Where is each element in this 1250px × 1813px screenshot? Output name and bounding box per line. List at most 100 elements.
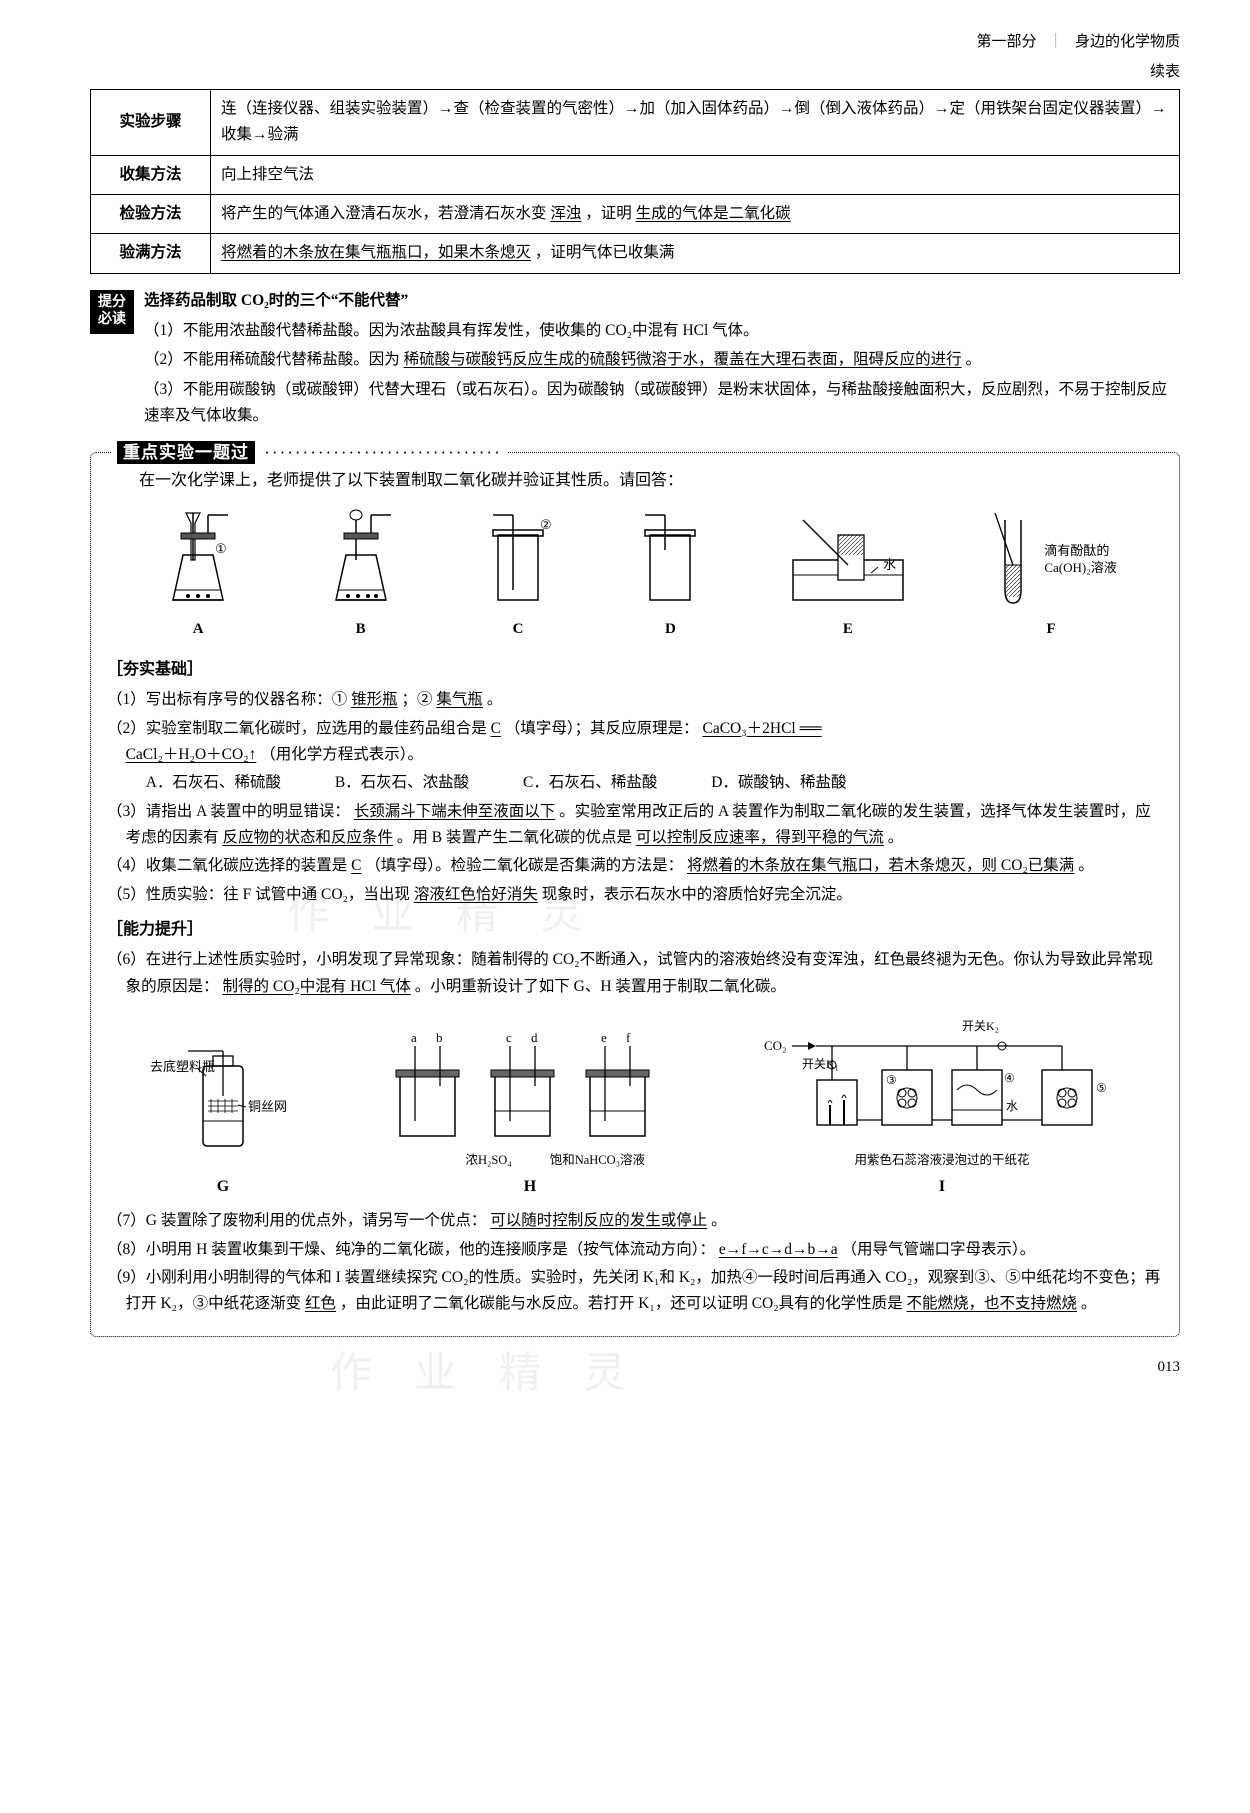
tip-item: （1）不能用浓盐酸代替稀盐酸。因为浓盐酸具有挥发性，使收集的 CO₂中混有 HC… — [144, 318, 1180, 344]
blank-answer: CaCl₂＋H₂O＋CO₂↑ — [126, 746, 257, 763]
tip-item: （2）不能用稀硫酸代替稀盐酸。因为 稀硫酸与碳酸钙反应生成的硫酸钙微溶于水，覆盖… — [144, 347, 1180, 373]
header-sep: ｜ — [1048, 34, 1063, 50]
apparatus-a: ① A — [153, 505, 243, 643]
section-title: 重点实验一题过 — [111, 439, 508, 468]
bottle-mesh-icon: 去底塑料瓶 铜丝网 — [148, 1041, 298, 1171]
row-header: 收集方法 — [91, 155, 211, 194]
svg-text:d: d — [531, 1030, 538, 1045]
i-note: 用紫色石蕊溶液浸泡过的干纸花 — [854, 1150, 1029, 1171]
blank-answer: 集气瓶 — [436, 691, 483, 708]
table-continued: 续表 — [90, 60, 1180, 86]
h-label-1: 浓H₂SO₄ — [465, 1150, 511, 1171]
blank-answer: 反应物的状态和反应条件 — [222, 829, 393, 846]
tip-block: 提分 必读 选择药品制取 CO₂时的三个“不能代替” （1）不能用浓盐酸代替稀盐… — [90, 288, 1180, 433]
table-row: 验满方法 将燃着的木条放在集气瓶瓶口，如果木条熄灭 ，证明气体已收集满 — [91, 234, 1180, 273]
question-4: （4）收集二氧化碳应选择的装置是 C （填字母）。检验二氧化碳是否集满的方法是：… — [126, 853, 1163, 879]
blank-answer: 长颈漏斗下端未伸至液面以下 — [354, 803, 556, 820]
svg-text:水: 水 — [883, 557, 896, 572]
blank-answer: 可以随时控制反应的发生或停止 — [490, 1212, 707, 1229]
question-3: （3）请指出 A 装置中的明显错误： 长颈漏斗下端未伸至液面以下 。实验室常用改… — [126, 799, 1163, 852]
svg-text:c: c — [506, 1030, 512, 1045]
drying-train-icon: a b c d e f — [380, 1026, 680, 1156]
svg-text:去底塑料瓶: 去底塑料瓶 — [150, 1059, 215, 1074]
row-header: 实验步骤 — [91, 90, 211, 156]
f-note: 滴有酚酞的 Ca(OH)₂溶液 — [1044, 543, 1116, 577]
subsection-advanced: ［能力提升］ — [107, 916, 1163, 943]
apparatus-g: 去底塑料瓶 铜丝网 G — [148, 1041, 298, 1200]
option-b: B．石灰石、浓盐酸 — [335, 770, 469, 796]
svg-text:①: ① — [215, 541, 227, 556]
apparatus-i: CO₂ 开关K₁ 开关K₂ — [762, 1010, 1122, 1200]
row-content: 向上排空气法 — [211, 155, 1180, 194]
tip-item: （3）不能用碳酸钠（或碳酸钾）代替大理石（或石灰石）。因为碳酸钠（或碳酸钾）是粉… — [144, 377, 1180, 430]
topic-label: 身边的化学物质 — [1075, 34, 1180, 50]
blank-answer: 可以控制反应速率，得到平稳的气流 — [636, 829, 884, 846]
blank-answer: 不能燃烧，也不支持燃烧 — [907, 1295, 1078, 1312]
table-row: 收集方法 向上排空气法 — [91, 155, 1180, 194]
h-label-2: 饱和NaHCO₃溶液 — [550, 1150, 645, 1171]
apparatus-f: 滴有酚酞的 Ca(OH)₂溶液 F — [985, 505, 1116, 643]
svg-text:开关K₂: 开关K₂ — [962, 1019, 999, 1033]
blank-answer: 将燃着的木条放在集气瓶口，若木条熄灭，则 CO₂已集满 — [687, 857, 1074, 874]
question-7: （7）G 装置除了废物利用的优点外，请另写一个优点： 可以随时控制反应的发生或停… — [126, 1208, 1163, 1234]
flask-funnel-icon: ① — [153, 505, 243, 615]
option-a: A．石灰石、稀硫酸 — [146, 770, 281, 796]
flask-dropper-icon — [316, 505, 406, 615]
experiment-table: 实验步骤 连（连接仪器、组装实验装置）→查（检查装置的气密性）→加（加入固体药品… — [90, 89, 1180, 274]
tip-body: 选择药品制取 CO₂时的三个“不能代替” （1）不能用浓盐酸代替稀盐酸。因为浓盐… — [144, 288, 1180, 433]
table-row: 实验步骤 连（连接仪器、组装实验装置）→查（检查装置的气密性）→加（加入固体药品… — [91, 90, 1180, 156]
apparatus-d: D — [630, 505, 710, 643]
question-9: （9）小刚利用小明制得的气体和 I 装置继续探究 CO₂的性质。实验时，先关闭 … — [126, 1265, 1163, 1318]
blank-answer: 将燃着的木条放在集气瓶瓶口，如果木条熄灭 — [221, 244, 531, 261]
blank-answer: 浑浊 — [550, 205, 581, 222]
question-1: （1）写出标有序号的仪器名称：① 锥形瓶 ；② 集气瓶 。 — [126, 687, 1163, 713]
tip-title: 选择药品制取 CO₂时的三个“不能代替” — [144, 288, 1180, 314]
exercise-section: 重点实验一题过 在一次化学课上，老师提供了以下装置制取二氧化碳并验证其性质。请回… — [90, 452, 1180, 1336]
row-header: 检验方法 — [91, 195, 211, 234]
svg-text:③: ③ — [886, 1073, 897, 1087]
question-6: （6）在进行上述性质实验时，小明发现了异常现象：随着制得的 CO₂不断通入，试管… — [126, 947, 1163, 1000]
page-header: 第一部分 ｜ 身边的化学物质 — [90, 30, 1180, 56]
intro-text: 在一次化学课上，老师提供了以下装置制取二氧化碳并验证其性质。请回答： — [107, 467, 1163, 494]
blank-answer: 锥形瓶 — [351, 691, 398, 708]
blank-answer: 红色 — [305, 1295, 336, 1312]
svg-text:a: a — [411, 1030, 417, 1045]
apparatus-c: ② C — [478, 505, 558, 643]
apparatus-row-2: 去底塑料瓶 铜丝网 G a b c d — [107, 1010, 1163, 1200]
gas-jar-icon: ② — [478, 505, 558, 615]
water-trough-icon: 水 — [783, 505, 913, 615]
svg-text:②: ② — [540, 517, 552, 532]
apparatus-b: B — [316, 505, 406, 643]
test-tube-icon — [985, 505, 1040, 615]
row-content: 将产生的气体通入澄清石灰水，若澄清石灰水变 浑浊 ，证明 生成的气体是二氧化碳 — [211, 195, 1180, 234]
blank-answer: CaCO₃＋2HCl ══ — [703, 720, 822, 737]
question-8: （8）小明用 H 装置收集到干燥、纯净的二氧化碳，他的连接顺序是（按气体流动方向… — [126, 1237, 1163, 1263]
svg-text:CO₂: CO₂ — [764, 1038, 787, 1053]
blank-answer: 制得的 CO₂中混有 HCl 气体 — [222, 978, 410, 995]
part-label: 第一部分 — [976, 34, 1036, 50]
svg-text:b: b — [436, 1030, 443, 1045]
page-number: 013 — [90, 1355, 1180, 1381]
question-2: （2）实验室制取二氧化碳时，应选用的最佳药品组合是 C （填字母）；其反应原理是… — [126, 716, 1163, 769]
blank-answer: 溶液红色恰好消失 — [414, 886, 538, 903]
blank-answer: C — [351, 857, 361, 874]
blank-answer: 生成的气体是二氧化碳 — [636, 205, 791, 222]
tip-badge-icon: 提分 必读 — [90, 290, 134, 334]
apparatus-row-1: ① A B — [107, 505, 1163, 643]
blank-answer: 稀硫酸与碳酸钙反应生成的硫酸钙微溶于水，覆盖在大理石表面，阻碍反应的进行 — [404, 351, 962, 368]
option-c: C．石灰石、稀盐酸 — [523, 770, 657, 796]
svg-text:铜丝网: 铜丝网 — [248, 1099, 287, 1114]
question-5: （5）性质实验：往 F 试管中通 CO₂，当出现 溶液红色恰好消失 现象时，表示… — [126, 882, 1163, 908]
row-header: 验满方法 — [91, 234, 211, 273]
property-test-icon: CO₂ 开关K₁ 开关K₂ — [762, 1010, 1122, 1150]
svg-text:水: 水 — [1006, 1099, 1018, 1113]
row-content: 将燃着的木条放在集气瓶瓶口，如果木条熄灭 ，证明气体已收集满 — [211, 234, 1180, 273]
subsection-basic: ［夯实基础］ — [107, 656, 1163, 683]
options: A．石灰石、稀硫酸 B．石灰石、浓盐酸 C．石灰石、稀盐酸 D．碳酸钠、稀盐酸 — [146, 770, 1163, 796]
gas-jar-short-icon — [630, 505, 710, 615]
blank-answer: C — [491, 720, 501, 737]
svg-text:⑤: ⑤ — [1096, 1081, 1107, 1095]
option-d: D．碳酸钠、稀盐酸 — [711, 770, 846, 796]
svg-text:e: e — [601, 1030, 607, 1045]
svg-text:f: f — [626, 1030, 631, 1045]
